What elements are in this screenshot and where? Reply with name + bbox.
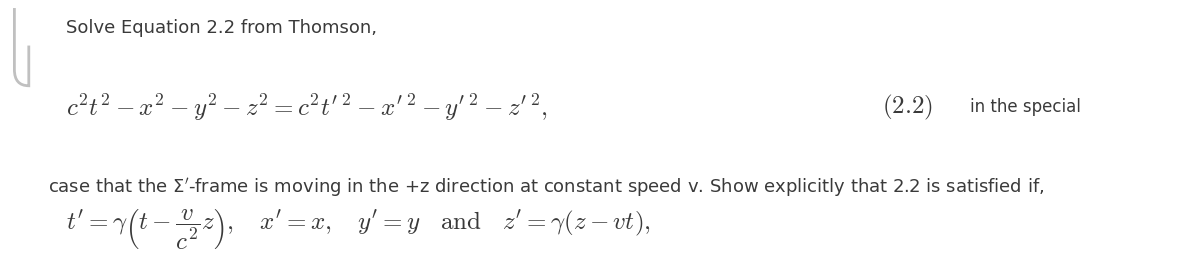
Text: $t' = \gamma\left(t - \dfrac{v}{c^2}z\right),\quad x' = x,\quad y' = y\quad\text: $t' = \gamma\left(t - \dfrac{v}{c^2}z\ri… (66, 208, 650, 252)
Text: $c^2t^2 - x^2 - y^2 - z^2 = c^2t'^{\,2} - x'^{\,2} - y'^{\,2} - z'^{\,2},$: $c^2t^2 - x^2 - y^2 - z^2 = c^2t'^{\,2} … (66, 92, 548, 122)
Text: $(2.2)$: $(2.2)$ (882, 93, 932, 122)
Text: in the special: in the special (970, 98, 1080, 116)
Text: Solve Equation 2.2 from Thomson,: Solve Equation 2.2 from Thomson, (66, 19, 377, 37)
Text: case that the $\Sigma'$-frame is moving in the +z direction at constant speed v.: case that the $\Sigma'$-frame is moving … (48, 176, 1044, 199)
